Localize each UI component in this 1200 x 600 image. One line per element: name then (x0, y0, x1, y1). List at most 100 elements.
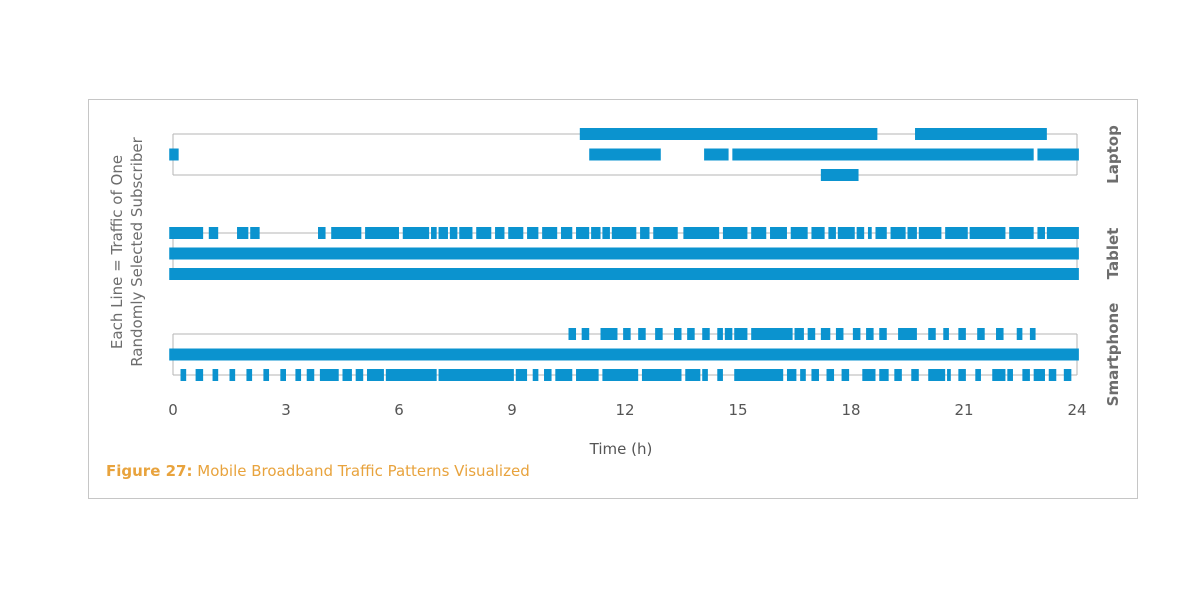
smartphone-traffic-bar (943, 328, 949, 340)
tablet-traffic-bar (945, 227, 968, 239)
tablet-traffic-bar (331, 227, 362, 239)
smartphone-traffic-bar (811, 369, 819, 381)
tablet-traffic-bar (683, 227, 720, 239)
smartphone-traffic-bar (532, 369, 539, 381)
smartphone-traffic-bar (826, 369, 835, 381)
smartphone-traffic-bar (600, 328, 618, 340)
smartphone-traffic-bar (581, 328, 590, 340)
tablet-traffic-bar (169, 247, 1079, 260)
tablet-traffic-bar (591, 227, 601, 239)
group-label-laptop: Laptop (1104, 125, 1122, 184)
tablet-traffic-bar (250, 227, 260, 239)
figure-caption-text: Mobile Broadband Traffic Patterns Visual… (197, 462, 530, 480)
smartphone-traffic-bar (568, 328, 577, 340)
smartphone-traffic-bar (673, 328, 682, 340)
y-axis-label-line-2: Randomly Selected Subscriber (128, 136, 146, 366)
smartphone-traffic-bar (212, 369, 219, 381)
x-tick-label: 6 (394, 401, 404, 419)
smartphone-traffic-bar (928, 328, 936, 340)
tablet-traffic-bar (576, 227, 590, 239)
tablet-traffic-bar (495, 227, 505, 239)
tablet-traffic-bar (318, 227, 326, 239)
tablet-traffic-bar (1046, 227, 1079, 239)
smartphone-traffic-bar (724, 328, 733, 340)
tablet-traffic-bar (969, 227, 1006, 239)
tablet-traffic-bar (169, 268, 1079, 280)
tablet-traffic-bar (602, 227, 610, 239)
smartphone-traffic-bar (862, 369, 876, 381)
tablet-traffic-bar (1009, 227, 1034, 239)
smartphone-traffic-bar (996, 328, 1004, 340)
tablet-traffic-bar (402, 227, 430, 239)
smartphone-traffic-bar (355, 369, 364, 381)
smartphone-traffic-bar (319, 369, 339, 381)
smartphone-traffic-bar (385, 369, 437, 381)
smartphone-traffic-bar (820, 328, 831, 340)
smartphone-traffic-bar (180, 369, 187, 381)
smartphone-traffic-bar (975, 369, 981, 381)
tablet-traffic-bar (438, 227, 448, 239)
tablet-traffic-bar (770, 227, 787, 239)
smartphone-traffic-bar (295, 369, 302, 381)
x-tick-label: 24 (1067, 401, 1086, 419)
smartphone-traffic-bar (947, 369, 951, 381)
y-axis-label-line-1: Each Line = Traffic of One (108, 155, 126, 349)
tablet-traffic-bar (365, 227, 399, 239)
x-tick-label: 0 (168, 401, 178, 419)
smartphone-traffic-bar (1022, 369, 1030, 381)
smartphone-traffic-bar (717, 328, 723, 340)
tablet-traffic-bar (1037, 227, 1045, 239)
smartphone-traffic-bar (685, 369, 701, 381)
x-tick-label: 12 (615, 401, 634, 419)
smartphone-traffic-bar (734, 369, 784, 381)
smartphone-traffic-bar (807, 328, 816, 340)
smartphone-traffic-bar (992, 369, 1006, 381)
smartphone-traffic-bar (638, 328, 646, 340)
smartphone-traffic-bar (794, 328, 804, 340)
tablet-traffic-bar (542, 227, 558, 239)
smartphone-traffic-bar (1048, 369, 1057, 381)
tablet-traffic-bar (459, 227, 473, 239)
tablet-traffic-bar (722, 227, 748, 239)
x-tick-label: 3 (281, 401, 291, 419)
smartphone-traffic-bar (195, 369, 204, 381)
smartphone-traffic-bar (734, 328, 748, 340)
smartphone-traffic-bar (977, 328, 985, 340)
smartphone-traffic-bar (928, 369, 946, 381)
tablet-traffic-bar (856, 227, 865, 239)
smartphone-traffic-bar (641, 369, 682, 381)
smartphone-traffic-bar (623, 328, 631, 340)
smartphone-traffic-bar (438, 369, 514, 381)
smartphone-traffic-bar (751, 328, 793, 340)
group-label-smartphone: Smartphone (1104, 303, 1122, 407)
smartphone-traffic-bar (911, 369, 919, 381)
smartphone-traffic-bar (342, 369, 352, 381)
laptop-traffic-bar (732, 148, 1034, 161)
smartphone-traffic-bar (866, 328, 874, 340)
smartphone-traffic-bar (894, 369, 902, 381)
x-axis-label: Time (h) (589, 440, 653, 458)
group-label-tablet: Tablet (1104, 228, 1122, 280)
smartphone-traffic-bar (1007, 369, 1013, 381)
tablet-traffic-bar (640, 227, 650, 239)
smartphone-traffic-bar (602, 369, 639, 381)
tablet-traffic-bar (837, 227, 855, 239)
smartphone-traffic-bar (366, 369, 384, 381)
smartphone-traffic-bar (702, 328, 710, 340)
tablet-traffic-bar (653, 227, 678, 239)
tablet-traffic-bar (527, 227, 539, 239)
laptop-traffic-bar (589, 148, 661, 161)
tablet-traffic-bar (560, 227, 573, 239)
laptop-traffic-bar (704, 148, 729, 161)
laptop-traffic-bar (1037, 148, 1079, 161)
figure-frame (88, 99, 1138, 499)
tablet-traffic-bar (918, 227, 942, 239)
figure-caption-label: Figure 27: (106, 462, 193, 480)
smartphone-traffic-bar (958, 328, 966, 340)
tablet-traffic-bar (828, 227, 836, 239)
smartphone-traffic-bar (263, 369, 270, 381)
smartphone-traffic-bar (555, 369, 573, 381)
x-tick-label: 18 (841, 401, 860, 419)
tablet-traffic-bar (811, 227, 825, 239)
